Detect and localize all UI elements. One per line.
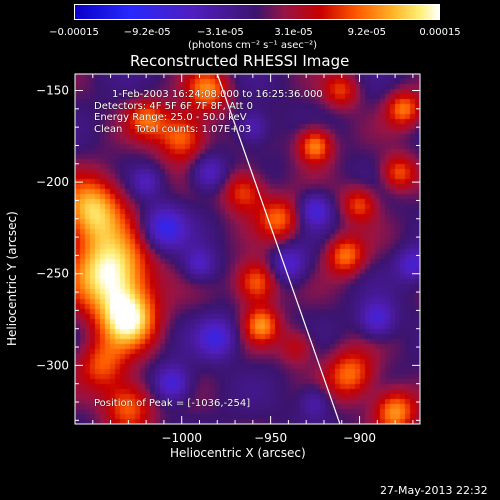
colorbar-tick-label: 3.1e-05 (274, 27, 313, 38)
colorbar (74, 4, 440, 20)
colorbar-tick-label: 9.2e-05 (347, 27, 386, 38)
y-tick-label: −250 (36, 267, 69, 281)
solar-limb-line (216, 73, 341, 425)
heatmap-image (75, 74, 420, 424)
time-range: 1-Feb-2003 16:24:08.000 to 16:25:36.000 (112, 89, 323, 100)
y-tick-label: −150 (36, 83, 69, 97)
x-tick-label: −900 (343, 431, 376, 445)
energy-range: Energy Range: 25.0 - 50.0 keV (94, 112, 247, 123)
clean-counts: Clean Total counts: 1.07E+03 (94, 124, 252, 135)
colorbar-tick-label: −3.1e-05 (197, 27, 244, 38)
colorbar-tick-label: −9.2e-05 (123, 27, 171, 38)
detectors: Detectors: 4F 5F 6F 7F 8F, Att 0 (94, 101, 254, 112)
peak-position: Position of Peak = [-1036,-254] (94, 398, 251, 409)
plot-frame (74, 73, 421, 425)
colorbar-tick-label: −0.00015 (49, 27, 99, 38)
y-tick-label: −200 (36, 175, 69, 189)
x-tick-label: −1000 (161, 431, 202, 445)
chart-title: Reconstructed RHESSI Image (130, 52, 350, 70)
x-tick-label: −950 (254, 431, 287, 445)
y-axis-label: Heliocentric Y (arcsec) (5, 211, 19, 346)
x-axis-label: Heliocentric X (arcsec) (170, 446, 306, 460)
footer-date: 27-May-2013 22:32 (380, 484, 488, 497)
colorbar-unit: (photons cm⁻² s⁻¹ asec⁻²) (188, 40, 318, 51)
colorbar-tick-label: 0.00015 (419, 27, 461, 38)
y-tick-label: −300 (36, 358, 69, 372)
